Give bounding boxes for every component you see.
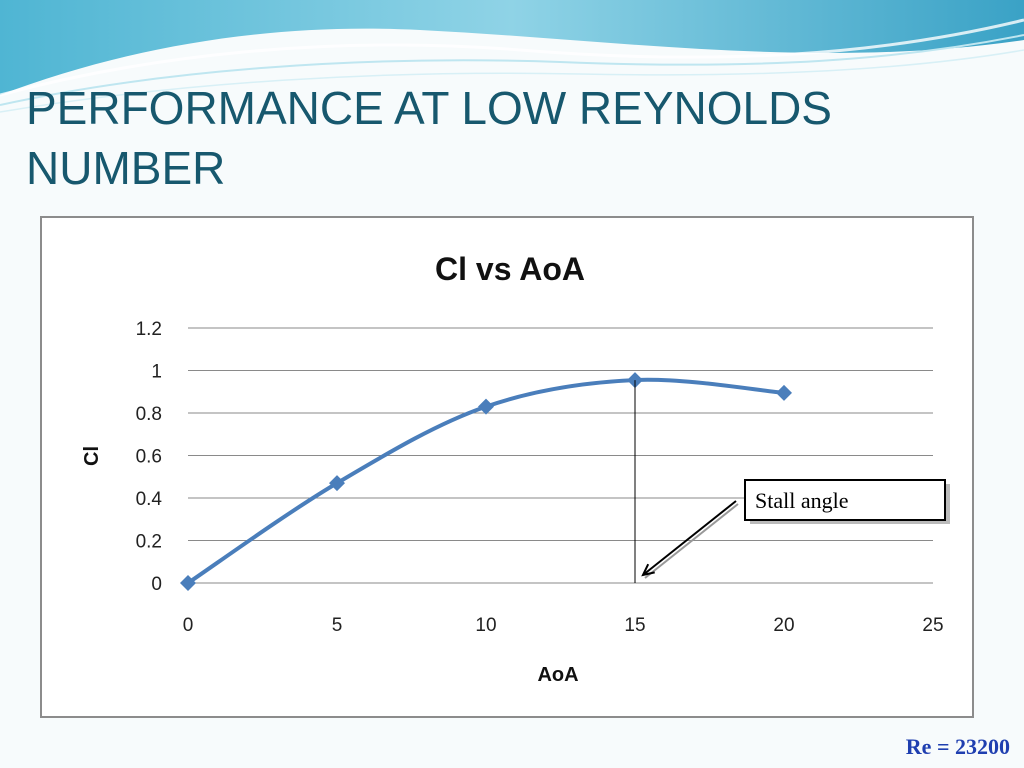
data-point-marker bbox=[776, 384, 792, 401]
x-axis-label: AoA bbox=[537, 664, 578, 686]
x-tick-label: 0 bbox=[183, 615, 194, 636]
y-tick-label: 0.2 bbox=[136, 532, 162, 553]
axis-ticks: 0 0.2 0.4 0.6 0.8 1 1.2 0 5 10 15 20 25 bbox=[136, 319, 944, 636]
gridlines bbox=[188, 327, 933, 584]
callout-arrow bbox=[642, 500, 737, 576]
x-tick-label: 20 bbox=[773, 615, 794, 636]
stall-annotation: Stall angle bbox=[634, 380, 950, 583]
y-tick-label: 0 bbox=[151, 574, 162, 595]
x-tick-label: 5 bbox=[332, 615, 343, 636]
x-tick-label: 25 bbox=[922, 615, 943, 636]
y-tick-label: 1.2 bbox=[136, 319, 162, 340]
header-wave-decoration bbox=[0, 0, 1024, 113]
x-tick-label: 10 bbox=[475, 615, 496, 636]
chart-title: Cl vs AoA bbox=[435, 251, 585, 287]
slide-title: PERFORMANCE AT LOW REYNOLDS NUMBER bbox=[26, 82, 832, 194]
callout-label: Stall angle bbox=[755, 488, 848, 513]
data-point-marker bbox=[329, 475, 345, 492]
data-point-marker bbox=[478, 398, 494, 415]
x-tick-label: 15 bbox=[624, 615, 645, 636]
y-tick-label: 0.6 bbox=[136, 447, 162, 468]
data-point-marker bbox=[180, 575, 196, 591]
y-tick-label: 0.8 bbox=[136, 404, 162, 425]
y-tick-label: 1 bbox=[151, 362, 162, 383]
series-cl bbox=[180, 372, 792, 591]
chart-frame: Cl vs AoA 0 0.2 0.4 0.6 0.8 1 1.2 0 5 10 15 20 25 Ao… bbox=[40, 216, 974, 718]
y-tick-label: 0.4 bbox=[136, 489, 163, 510]
callout-box bbox=[744, 479, 946, 521]
y-axis-label: Cl bbox=[81, 446, 103, 466]
cl-vs-aoa-chart: Cl vs AoA 0 0.2 0.4 0.6 0.8 1 1.2 0 5 10 15 20 25 Ao… bbox=[81, 251, 950, 686]
reynolds-number-footnote: Re = 23200 bbox=[905, 734, 1010, 759]
callout-arrow-head bbox=[641, 563, 655, 577]
callout-arrow-shadow bbox=[644, 503, 739, 579]
